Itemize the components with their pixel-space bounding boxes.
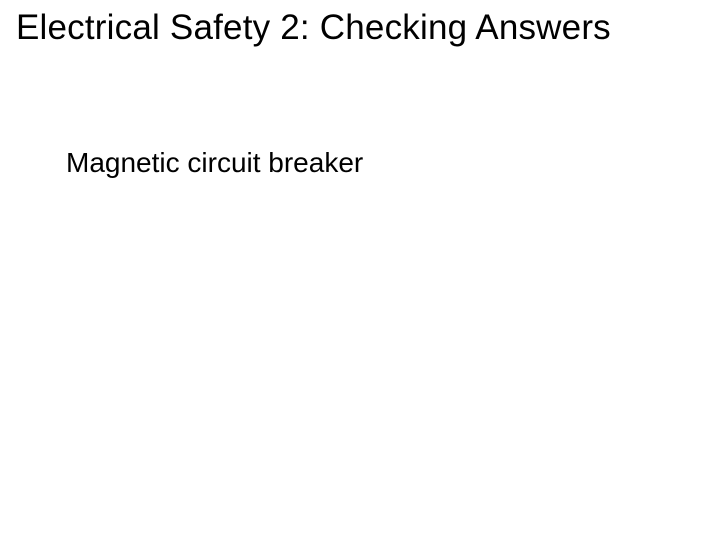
slide-subheading: Magnetic circuit breaker — [66, 148, 366, 178]
slide: Electrical Safety 2: Checking Answers Ma… — [0, 0, 720, 540]
slide-title: Electrical Safety 2: Checking Answers — [16, 8, 706, 48]
